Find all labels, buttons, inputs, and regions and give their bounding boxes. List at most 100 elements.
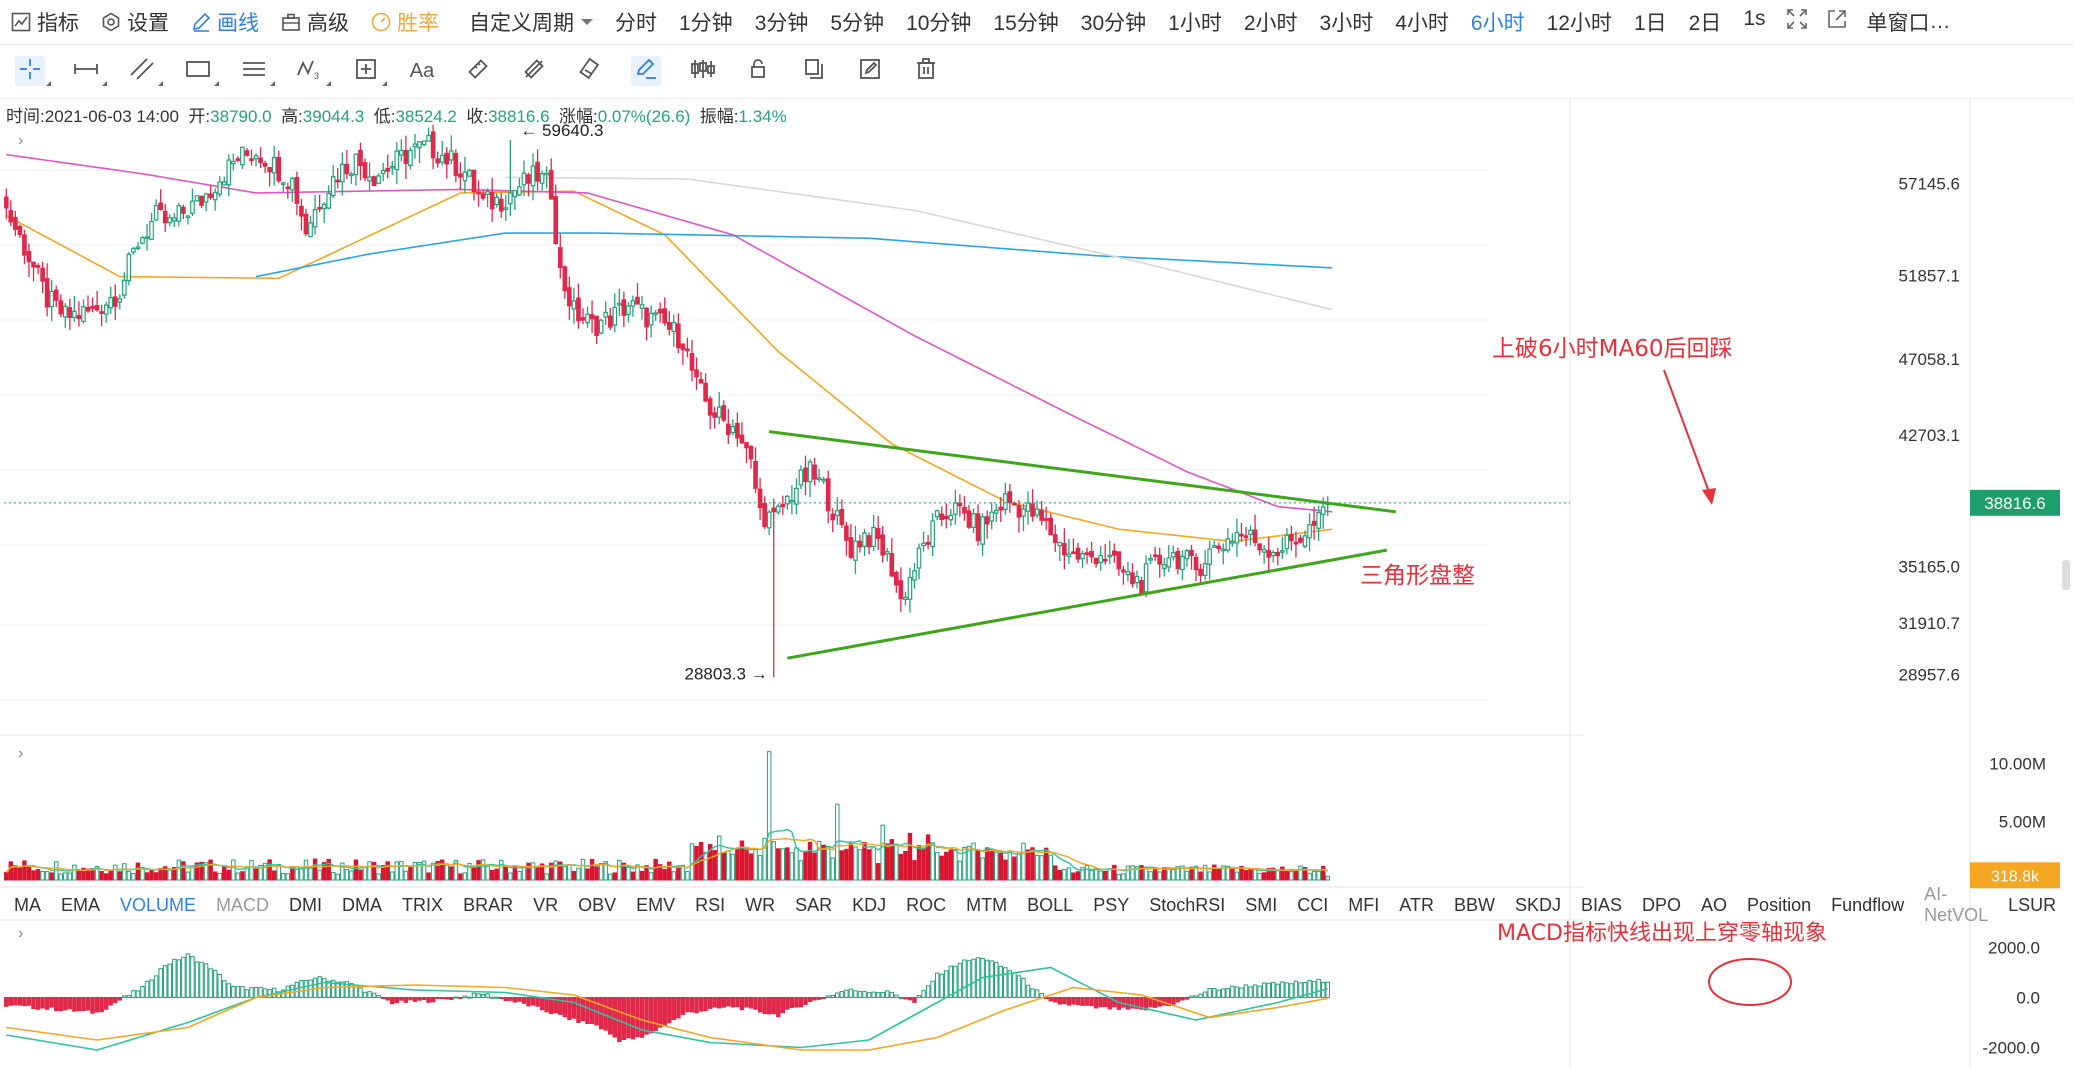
- indicator-tab-wr[interactable]: WR: [745, 894, 776, 915]
- period-1[interactable]: 1分钟: [679, 12, 733, 35]
- parallel-channel-tool[interactable]: [239, 56, 275, 86]
- indicator-tab-bbw[interactable]: BBW: [1453, 894, 1495, 915]
- period-6[interactable]: 30分钟: [1080, 12, 1147, 35]
- wave-tool[interactable]: 3: [295, 56, 331, 86]
- candle-body: [798, 469, 804, 486]
- measure-tool[interactable]: [351, 56, 387, 86]
- indicator-tab-stochrsi[interactable]: StochRSI: [1149, 894, 1226, 915]
- indicator-tab-lsur[interactable]: LSUR: [2008, 894, 2057, 915]
- candle-body: [567, 287, 572, 307]
- period-8[interactable]: 2小时: [1243, 12, 1298, 35]
- hide-drawings-tool[interactable]: [519, 56, 549, 86]
- continuous-draw-tool[interactable]: [631, 56, 661, 86]
- volume-bar: [58, 873, 63, 881]
- indicator-tab-brar[interactable]: BRAR: [463, 894, 514, 915]
- indicator-tab-skdj[interactable]: SKDJ: [1514, 894, 1561, 915]
- text-tool[interactable]: Aa: [407, 56, 437, 86]
- macd-tick-label: 2000.0: [1988, 939, 2040, 958]
- period-12[interactable]: 12小时: [1546, 12, 1612, 35]
- period-11[interactable]: 6小时: [1470, 12, 1525, 35]
- period-14[interactable]: 2日: [1688, 12, 1722, 35]
- volume-bar: [1071, 872, 1076, 881]
- indicator-tab-ema[interactable]: EMA: [61, 894, 101, 915]
- macd-histogram-bar: [1248, 986, 1253, 999]
- trend-line-tool[interactable]: [127, 56, 163, 86]
- indicator-tab-dma[interactable]: DMA: [342, 894, 383, 915]
- candle-body: [194, 195, 200, 202]
- candle-body: [312, 209, 318, 228]
- macd-histogram-bar: [453, 996, 459, 999]
- ruler-tool[interactable]: [463, 56, 493, 86]
- indicator-tab-atr[interactable]: ATR: [1399, 894, 1434, 915]
- volume-bar: [1166, 867, 1172, 881]
- indicator-tab-basis[interactable]: BASIS: [2066, 895, 2073, 916]
- fullscreen-button[interactable]: [1777, 0, 1817, 44]
- settings-button[interactable]: 设置: [90, 0, 180, 44]
- period-7[interactable]: 1小时: [1168, 12, 1222, 35]
- indicator-tab-bias[interactable]: BIAS: [1580, 894, 1623, 915]
- period-13[interactable]: 1日: [1633, 12, 1667, 35]
- candlestick-style-tool[interactable]: [687, 56, 717, 86]
- indicator-tab-ao[interactable]: AO: [1701, 894, 1728, 915]
- delete-tool[interactable]: [911, 56, 941, 86]
- indicator-tab-mfi[interactable]: MFI: [1348, 894, 1380, 915]
- indicator-tab-psy[interactable]: PSY: [1093, 894, 1130, 915]
- macd-histogram-bar: [1134, 997, 1140, 1009]
- period-0[interactable]: 分时: [615, 12, 657, 35]
- period-10[interactable]: 4小时: [1395, 12, 1449, 35]
- indicator-tab-cci[interactable]: CCI: [1297, 894, 1329, 915]
- indicator-tab-rsi[interactable]: RSI: [695, 894, 726, 915]
- edit-tool[interactable]: [855, 56, 885, 86]
- indicator-tab-smi[interactable]: SMI: [1245, 894, 1278, 915]
- advanced-button[interactable]: 高级: [270, 0, 360, 44]
- magnet-tool[interactable]: [575, 56, 605, 86]
- macd-histogram-bar: [517, 997, 522, 1002]
- indicator-tab-roc[interactable]: ROC: [906, 894, 947, 915]
- indicators-button[interactable]: 指标: [0, 0, 90, 44]
- indicator-tab-emv[interactable]: EMV: [636, 894, 676, 915]
- indicator-tab-fundflow[interactable]: Fundflow: [1831, 894, 1905, 915]
- volume-bar: [1066, 867, 1072, 881]
- volume-bar: [326, 858, 331, 881]
- period-3[interactable]: 5分钟: [830, 12, 885, 35]
- indicator-tab-mtm[interactable]: MTM: [966, 894, 1008, 915]
- indicator-tab-ma[interactable]: MA: [14, 894, 41, 915]
- candle-body: [144, 236, 150, 239]
- macd-histogram-bar: [789, 997, 795, 1008]
- rectangle-tool[interactable]: [183, 56, 219, 86]
- indicator-tab-trix[interactable]: TRIX: [402, 894, 444, 915]
- horizontal-line-tool[interactable]: [71, 56, 107, 86]
- macd-histogram-bar: [798, 997, 804, 1008]
- indicator-tab-ai-netvol[interactable]: AI-NetVOL: [1924, 884, 1989, 925]
- custom-period-dropdown[interactable]: 自定义周期: [458, 0, 604, 44]
- popout-button[interactable]: [1817, 0, 1857, 44]
- drawing-button[interactable]: 画线: [180, 0, 270, 44]
- lock-tool[interactable]: [743, 56, 773, 86]
- indicator-tab-obv[interactable]: OBV: [578, 894, 617, 915]
- indicator-tab-macd[interactable]: MACD: [216, 894, 270, 915]
- period-4[interactable]: 10分钟: [906, 12, 972, 35]
- indicator-tab-dmi[interactable]: DMI: [289, 894, 323, 915]
- period-15[interactable]: 1s: [1743, 7, 1766, 30]
- volume-bar: [721, 852, 726, 881]
- period-5[interactable]: 15分钟: [993, 12, 1059, 35]
- indicator-tab-sar[interactable]: SAR: [795, 894, 833, 915]
- candle-body: [744, 442, 749, 449]
- period-9[interactable]: 3小时: [1319, 12, 1374, 35]
- window-mode-button[interactable]: 单窗口 …: [1857, 0, 1957, 44]
- volume-bar: [122, 863, 127, 881]
- winrate-button[interactable]: 胜率: [360, 0, 450, 44]
- indicator-tab-boll[interactable]: BOLL: [1027, 894, 1074, 915]
- macd-histogram-bar: [1071, 997, 1076, 1005]
- volume-bar: [44, 871, 50, 881]
- indicator-tab-position[interactable]: Position: [1747, 894, 1812, 915]
- crosshair-tool[interactable]: [15, 56, 51, 86]
- indicator-tab-kdj[interactable]: KDJ: [852, 894, 887, 915]
- copy-tool[interactable]: [799, 56, 829, 86]
- period-2[interactable]: 3分钟: [754, 12, 809, 35]
- indicator-tab-dpo[interactable]: DPO: [1642, 894, 1682, 915]
- macd-histogram-bar: [344, 981, 350, 998]
- indicator-tab-volume[interactable]: VOLUME: [120, 894, 197, 915]
- indicator-tab-vr[interactable]: VR: [533, 894, 559, 915]
